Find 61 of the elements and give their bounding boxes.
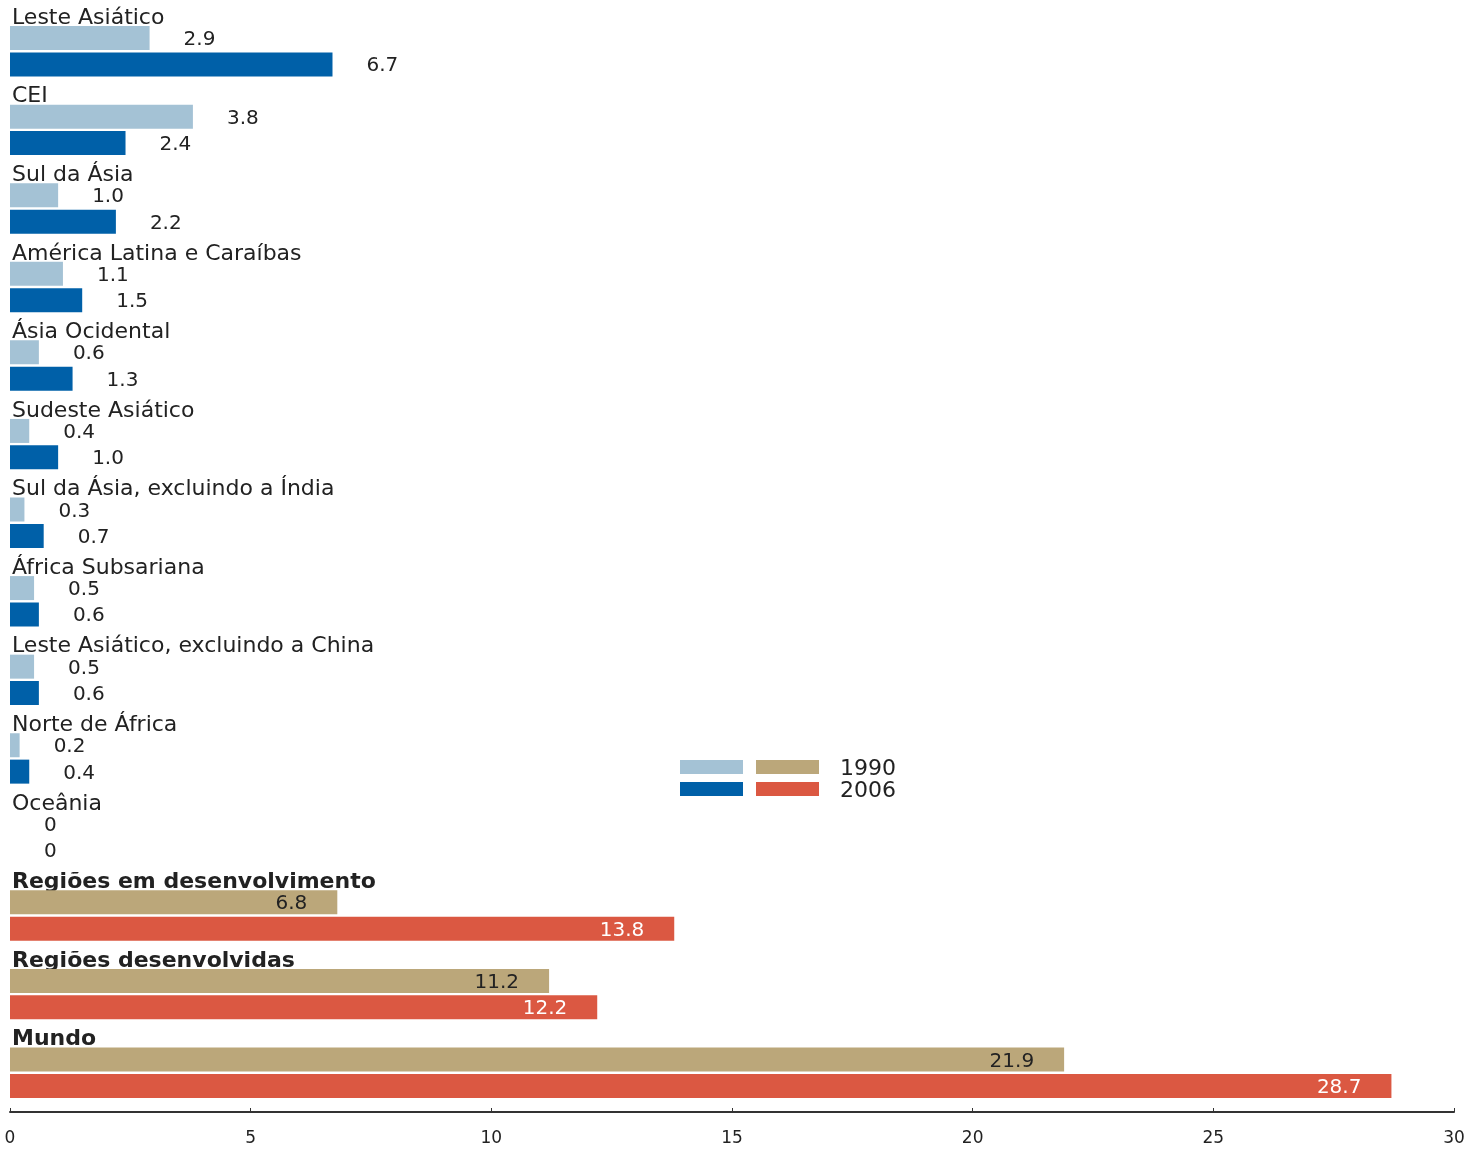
bar: [10, 52, 333, 77]
data-label: 0.7: [77, 523, 110, 548]
x-tick-label: 15: [721, 1126, 743, 1147]
data-label: 1.0: [92, 445, 124, 470]
bar: [10, 340, 39, 365]
data-label: 21.9: [989, 1047, 1035, 1072]
data-label: 2.9: [183, 26, 216, 51]
data-label: 6.7: [366, 52, 399, 77]
data-label: 2.2: [149, 209, 182, 234]
data-label: 0.6: [72, 602, 105, 627]
x-tick-label: 30: [1443, 1126, 1465, 1147]
bar: [10, 916, 675, 941]
bar: [10, 576, 35, 601]
data-label: 12.2: [522, 995, 568, 1020]
y-tick-label: Leste Asiático: [12, 3, 165, 29]
bar: [10, 288, 83, 313]
bar: [10, 1047, 1065, 1072]
bar: [10, 602, 39, 627]
bar: [10, 733, 20, 758]
data-label: 3.8: [226, 104, 259, 129]
bar: [10, 995, 598, 1020]
bar: [10, 261, 63, 286]
bar: [10, 523, 44, 548]
x-tick-label: 0: [4, 1126, 16, 1147]
bar: [10, 681, 39, 706]
data-label: 1.5: [116, 288, 149, 313]
x-tick-label: 5: [245, 1126, 257, 1147]
data-label: 0.5: [68, 576, 100, 601]
y-tick-label: Mundo: [12, 1025, 97, 1051]
y-tick-label: CEI: [12, 82, 48, 108]
y-tick-label: Regiões desenvolvidas: [12, 946, 295, 972]
x-tick-label: 10: [480, 1126, 503, 1147]
bar: [10, 759, 30, 784]
bar: [10, 183, 59, 208]
bar: [10, 1073, 1392, 1098]
bar: [10, 968, 550, 993]
x-tick-label: 25: [1202, 1126, 1225, 1147]
data-label: 28.7: [1316, 1073, 1362, 1098]
data-label: 1.3: [106, 366, 139, 391]
data-label: 0: [44, 838, 57, 863]
data-label: 0.2: [53, 733, 86, 758]
bar: [10, 366, 73, 391]
bar: [10, 131, 126, 156]
y-tick-label: Norte de África: [12, 710, 178, 736]
bar: [10, 209, 116, 234]
bar: [10, 26, 150, 51]
bar: [10, 654, 35, 679]
bar: [10, 418, 30, 443]
x-tick-label: 20: [961, 1126, 984, 1147]
y-tick-label: Sul da Ásia: [12, 160, 134, 186]
bar: [10, 104, 193, 129]
bar: [10, 445, 59, 470]
data-label: 2.4: [159, 131, 192, 156]
data-label: 0.6: [72, 681, 105, 706]
data-label: 13.8: [599, 916, 645, 941]
data-label: 0.4: [63, 759, 96, 784]
bar: [10, 890, 338, 915]
y-tick-label: África Subsariana: [12, 553, 205, 579]
data-label: 1.0: [92, 183, 124, 208]
data-label: 11.2: [474, 968, 520, 993]
bar: [10, 497, 25, 522]
